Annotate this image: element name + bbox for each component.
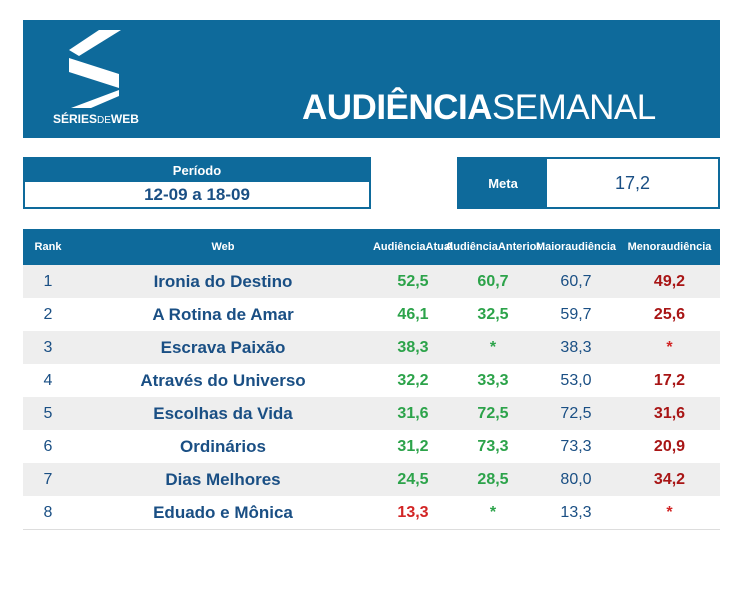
audiencia-atual-cell: 46,1 — [397, 305, 429, 323]
menor-audiencia-cell: 49,2 — [653, 272, 686, 290]
table-row: 6 Ordinários 31,2 73,3 73,3 20,9 — [23, 430, 720, 463]
audiencia-atual-cell: 31,6 — [397, 404, 429, 422]
series-de-web-logo-icon — [69, 30, 121, 108]
rank-cell: 3 — [43, 338, 53, 356]
web-title-cell: Ironia do Destino — [153, 271, 293, 291]
audiencia-atual-cell: 52,5 — [397, 272, 429, 290]
meta-box: Meta 17,2 — [457, 157, 720, 209]
audiencia-anterior-cell: 72,5 — [477, 404, 509, 422]
audiencia-atual-cell: 31,2 — [397, 437, 429, 455]
table-row: 2 A Rotina de Amar 46,1 32,5 59,7 25,6 — [23, 298, 720, 331]
brand-name: SÉRIESDEWEB — [53, 112, 139, 126]
maior-audiencia-cell: 53,0 — [560, 371, 592, 389]
menor-audiencia-cell: 34,2 — [653, 470, 686, 488]
maior-audiencia-cell: 72,5 — [560, 404, 592, 422]
rank-cell: 6 — [43, 437, 53, 455]
maior-audiencia-cell: 13,3 — [560, 503, 592, 521]
audiencia-atual-cell: 38,3 — [397, 338, 429, 356]
audiencia-atual-cell: 32,2 — [397, 371, 429, 389]
audiencia-anterior-cell: 33,3 — [477, 371, 509, 389]
table-row: 4 Através do Universo 32,2 33,3 53,0 17,… — [23, 364, 720, 397]
maior-audiencia-cell: 80,0 — [560, 470, 592, 488]
header-banner: SÉRIESDEWEB AUDIÊNCIASEMANAL — [23, 20, 720, 138]
rank-cell: 8 — [43, 503, 53, 521]
rank-cell: 7 — [43, 470, 53, 488]
web-title-cell: Dias Melhores — [165, 469, 281, 489]
table-row: 8 Eduado e Mônica 13,3 * 13,3 * — [23, 496, 720, 529]
audiencia-anterior-cell: * — [489, 338, 497, 356]
header-audiencia-anterior: Audiência Anterior — [445, 240, 541, 253]
menor-audiencia-cell: 31,6 — [653, 404, 686, 422]
menor-audiencia-cell: 20,9 — [653, 437, 686, 455]
table-row: 5 Escolhas da Vida 31,6 72,5 72,5 31,6 — [23, 397, 720, 430]
rank-cell: 2 — [43, 305, 53, 323]
audiencia-anterior-cell: 28,5 — [477, 470, 509, 488]
audiencia-anterior-cell: * — [489, 503, 497, 521]
web-title-cell: Escrava Paixão — [160, 337, 286, 357]
period-value: 12-09 a 18-09 — [144, 185, 250, 204]
audiencia-atual-cell: 13,3 — [397, 503, 429, 521]
audiencia-atual-cell: 24,5 — [397, 470, 429, 488]
web-title-cell: Ordinários — [180, 436, 266, 456]
header-rank: Rank — [34, 240, 62, 253]
header-maior-audiencia: Maior audiência — [535, 240, 617, 253]
menor-audiencia-cell: 17,2 — [653, 371, 686, 389]
web-title-cell: Eduado e Mônica — [153, 502, 293, 522]
meta-label: Meta — [459, 159, 547, 207]
menor-audiencia-cell: * — [666, 503, 673, 521]
rank-cell: 5 — [43, 404, 53, 422]
web-title-cell: A Rotina de Amar — [152, 304, 294, 324]
ratings-table: Rank Web Audiência Atual Audiência Anterio… — [23, 229, 720, 530]
table-bottom-divider — [23, 529, 720, 530]
table-row: 3 Escrava Paixão 38,3 * 38,3 * — [23, 331, 720, 364]
audiencia-anterior-cell: 60,7 — [477, 272, 509, 290]
header-web: Web — [211, 240, 235, 253]
table-header: Rank Web Audiência Atual Audiência Anterio… — [23, 229, 720, 265]
menor-audiencia-cell: 25,6 — [653, 305, 686, 323]
header-menor-audiencia: Menor audiência — [627, 240, 712, 253]
period-box: Período 12-09 a 18-09 — [23, 157, 371, 209]
rank-cell: 1 — [43, 272, 53, 290]
maior-audiencia-cell: 73,3 — [560, 437, 592, 455]
maior-audiencia-cell: 60,7 — [560, 272, 592, 290]
header-audiencia-atual: Audiência Atual — [372, 240, 454, 253]
audiencia-anterior-cell: 73,3 — [477, 437, 509, 455]
table-row: 1 Ironia do Destino 52,5 60,7 60,7 49,2 — [23, 265, 720, 298]
period-label: Período — [25, 159, 369, 182]
menor-audiencia-cell: * — [666, 338, 673, 356]
page-title: AUDIÊNCIASEMANAL — [302, 88, 656, 127]
maior-audiencia-cell: 38,3 — [560, 338, 592, 356]
table-row: 7 Dias Melhores 24,5 28,5 80,0 34,2 — [23, 463, 720, 496]
audiencia-anterior-cell: 32,5 — [477, 305, 509, 323]
rank-cell: 4 — [43, 371, 53, 389]
web-title-cell: Escolhas da Vida — [153, 403, 293, 423]
web-title-cell: Através do Universo — [140, 370, 306, 390]
maior-audiencia-cell: 59,7 — [560, 305, 592, 323]
meta-value: 17,2 — [614, 172, 651, 193]
